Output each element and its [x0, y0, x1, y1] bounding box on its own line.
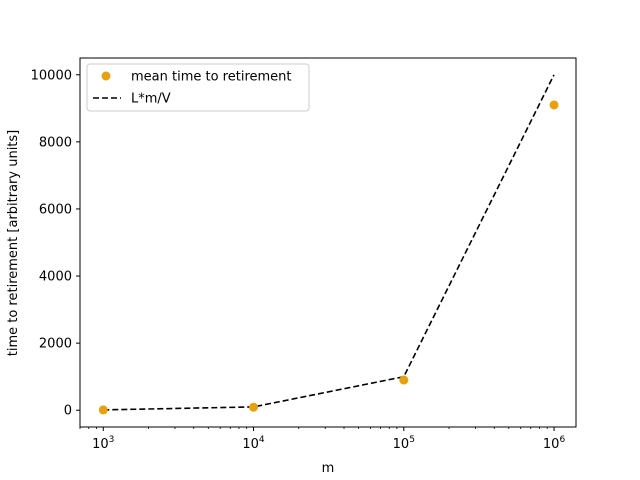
y-tick-label: 10000: [31, 68, 72, 83]
data-point: [98, 405, 108, 415]
plot-area: [79, 57, 577, 428]
y-tick-label: 4000: [39, 270, 72, 285]
y-tick-label: 2000: [39, 337, 72, 352]
data-point: [549, 100, 559, 110]
x-tick-label: 103: [92, 435, 114, 452]
legend-box: [86, 63, 310, 112]
plot-frame: [79, 57, 577, 428]
data-point: [399, 375, 409, 385]
x-tick-label: 105: [393, 435, 415, 452]
legend-label: L*m/V: [131, 92, 171, 107]
y-tick-label: 6000: [39, 202, 72, 217]
x-tick-label: 104: [242, 435, 265, 452]
series-line: [103, 74, 555, 411]
x-axis-label: m: [322, 461, 335, 476]
legend: mean time to retirement L*m/V: [86, 63, 310, 112]
x-axis-ticks: 103 104 105 106: [79, 427, 566, 452]
y-tick-label: 8000: [39, 135, 72, 150]
data-point: [249, 402, 259, 412]
y-axis-ticks: 0 2000 4000 6000 8000 10000: [31, 68, 80, 419]
legend-label: mean time to retirement: [131, 70, 292, 85]
x-tick-label: 106: [543, 435, 566, 452]
y-axis-label: time to retirement [arbitrary units]: [6, 130, 21, 357]
y-tick-label: 0: [64, 404, 72, 419]
series-layer: [98, 74, 559, 415]
legend-marker: [101, 71, 111, 81]
